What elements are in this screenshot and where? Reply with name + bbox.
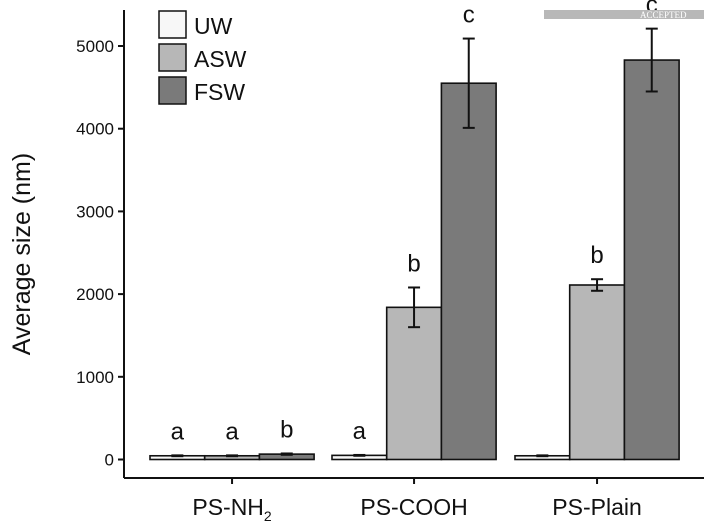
x-tick-label: PS-NH2 [192, 494, 272, 524]
accepted-watermark-bar [544, 10, 704, 19]
y-tick-label: 3000 [76, 202, 114, 221]
legend-label-uw: UW [194, 13, 233, 39]
legend: UW ASW FSW [158, 10, 247, 105]
legend-swatch-fsw [158, 76, 187, 105]
significance-label: b [407, 250, 420, 277]
bar-asw [385, 306, 443, 461]
y-axis-title: Average size (nm) [8, 153, 36, 355]
y-tick-label: 1000 [76, 368, 114, 387]
significance-label: a [171, 418, 185, 445]
bar-asw [568, 284, 626, 461]
bar-fsw [440, 82, 497, 461]
legend-swatch-uw [158, 10, 187, 39]
axes: 0 1000 2000 3000 4000 5000 Average size (nm) PS… [8, 10, 704, 524]
y-tick-label: 4000 [76, 120, 114, 139]
significance-label: a [225, 418, 239, 445]
y-tick-label: 0 [105, 451, 114, 470]
y-tick-label: 2000 [76, 285, 114, 304]
x-tick-label: PS-Plain [552, 494, 641, 520]
significance-label: a [353, 418, 367, 445]
y-tick-label: 5000 [76, 37, 114, 56]
accepted-watermark-text: ACCEPTED [640, 10, 687, 20]
bar-fsw [623, 59, 680, 461]
significance-label: b [590, 242, 603, 269]
legend-swatch-asw [158, 43, 187, 72]
legend-label-fsw: FSW [194, 79, 245, 105]
legend-label-asw: ASW [194, 46, 247, 72]
bars [149, 27, 680, 461]
significance-label: c [463, 2, 475, 29]
x-tick-label: PS-COOH [360, 494, 467, 520]
significance-label: b [280, 416, 293, 443]
watermark: ACCEPTED [544, 10, 704, 20]
